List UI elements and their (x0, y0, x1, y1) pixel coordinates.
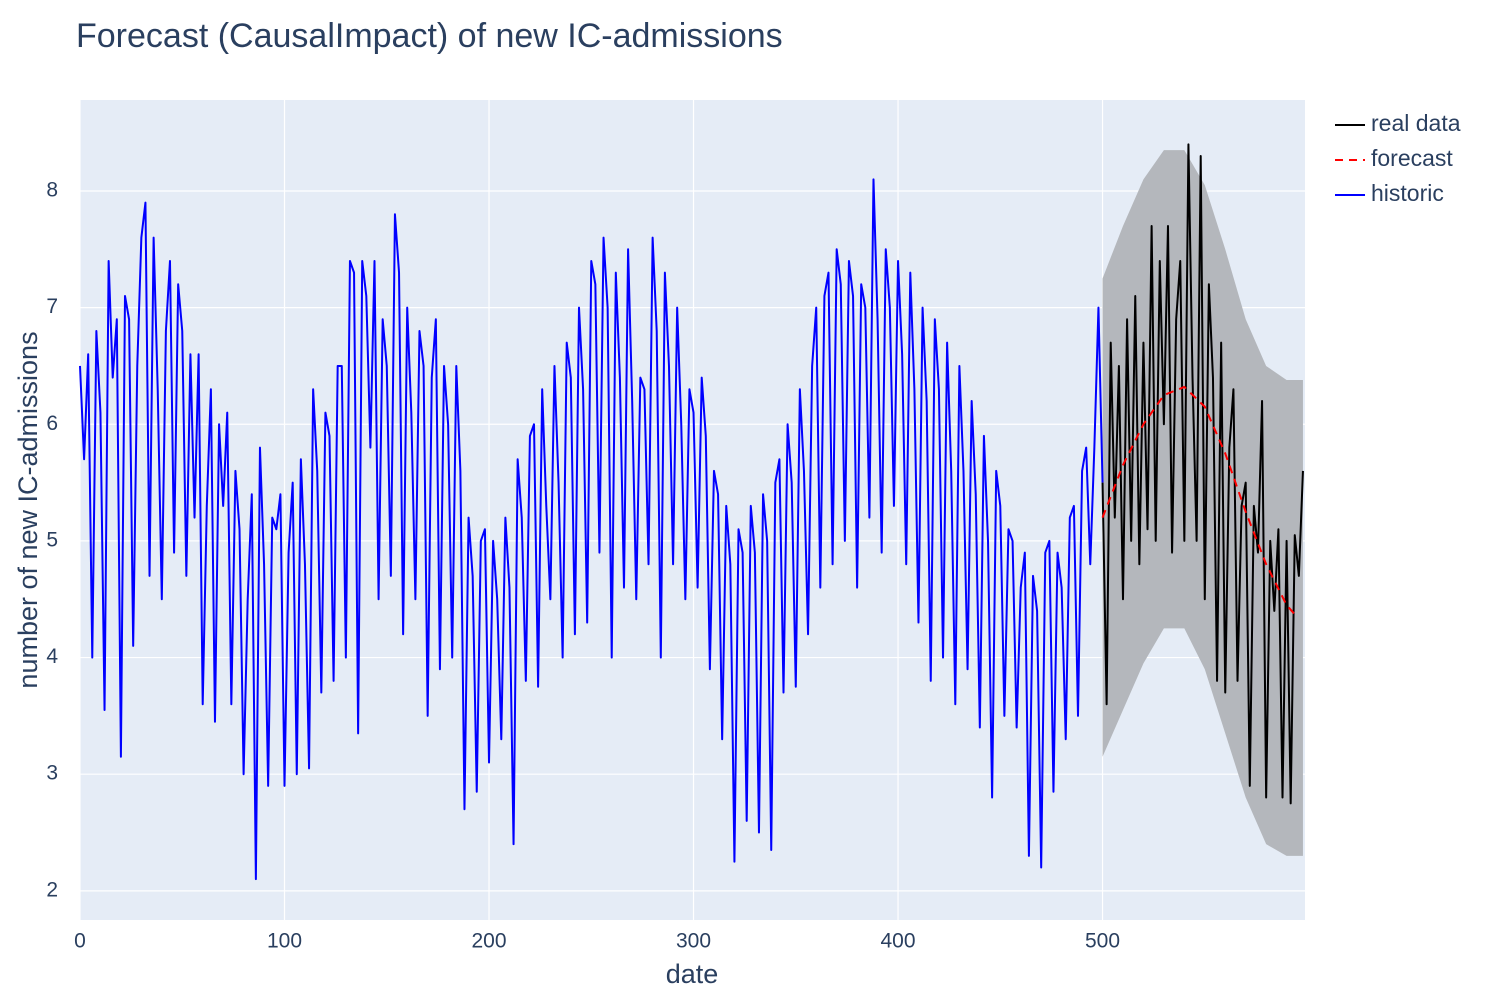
x-axis-title: date (666, 959, 719, 989)
x-tick-label: 100 (267, 930, 302, 953)
y-tick-label: 7 (46, 295, 58, 318)
y-tick-label: 8 (46, 179, 58, 202)
legend-label: historic (1371, 180, 1444, 206)
x-tick-label: 0 (74, 930, 86, 953)
y-tick-label: 3 (46, 762, 58, 785)
legend-label: real data (1371, 110, 1461, 136)
y-tick-label: 5 (46, 528, 58, 551)
legend-label: forecast (1371, 145, 1453, 171)
series-line (1101, 143, 1304, 805)
x-tick-label: 500 (1085, 930, 1120, 953)
series-line (79, 178, 1104, 881)
y-axis-title: number of new IC-admissions (13, 331, 43, 688)
chart-title: Forecast (CausalImpact) of new IC-admiss… (76, 17, 783, 55)
x-tick-label: 200 (471, 930, 506, 953)
x-tick-label: 300 (676, 930, 711, 953)
y-tick-label: 6 (46, 412, 58, 435)
y-tick-label: 2 (46, 878, 58, 901)
x-tick-label: 400 (881, 930, 916, 953)
series-line (1101, 385, 1298, 618)
y-tick-label: 4 (46, 645, 58, 668)
